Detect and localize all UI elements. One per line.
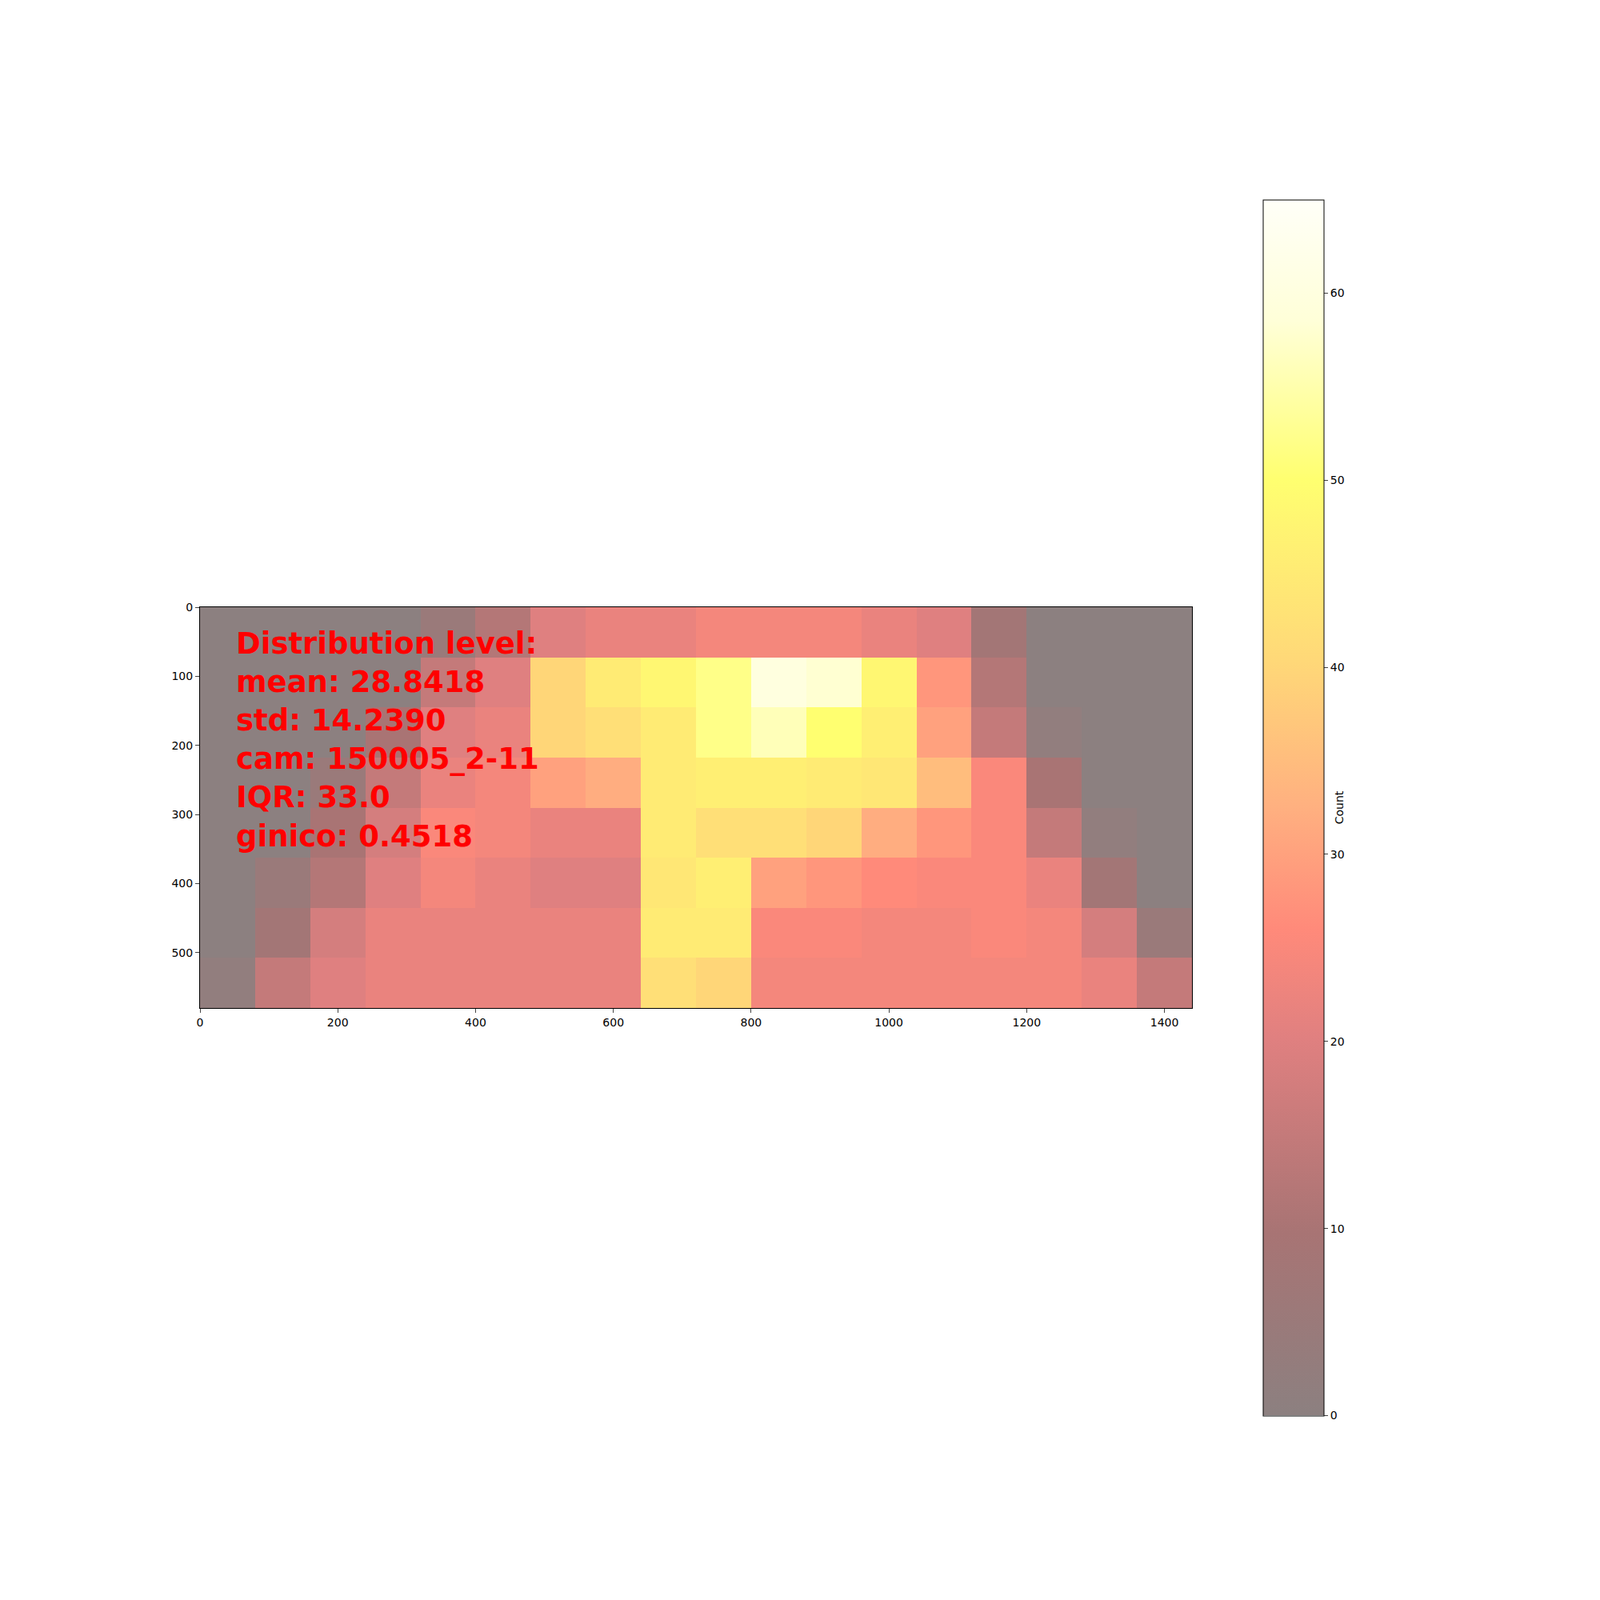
svg-text:200: 200 <box>327 1016 349 1029</box>
svg-text:1400: 1400 <box>1150 1016 1180 1029</box>
svg-text:1200: 1200 <box>1012 1016 1042 1029</box>
svg-text:1000: 1000 <box>874 1016 904 1029</box>
svg-text:800: 800 <box>740 1016 763 1029</box>
svg-text:60: 60 <box>1330 286 1345 300</box>
svg-text:500: 500 <box>171 946 193 960</box>
svg-text:200: 200 <box>171 739 193 752</box>
svg-text:400: 400 <box>464 1016 487 1029</box>
svg-text:100: 100 <box>171 669 193 683</box>
svg-text:10: 10 <box>1330 1222 1345 1236</box>
svg-text:40: 40 <box>1330 660 1345 674</box>
svg-text:600: 600 <box>602 1016 624 1029</box>
svg-text:Distribution level:mean: 28.84: Distribution level:mean: 28.8418std: 14.… <box>236 626 540 854</box>
svg-text:300: 300 <box>171 808 193 821</box>
svg-text:0: 0 <box>185 600 193 614</box>
svg-text:400: 400 <box>171 876 193 890</box>
svg-text:Count: Count <box>1332 790 1346 824</box>
svg-text:20: 20 <box>1330 1035 1345 1048</box>
svg-text:50: 50 <box>1330 473 1345 487</box>
svg-text:0: 0 <box>196 1016 204 1029</box>
svg-text:30: 30 <box>1330 848 1345 861</box>
svg-text:0: 0 <box>1330 1408 1338 1422</box>
